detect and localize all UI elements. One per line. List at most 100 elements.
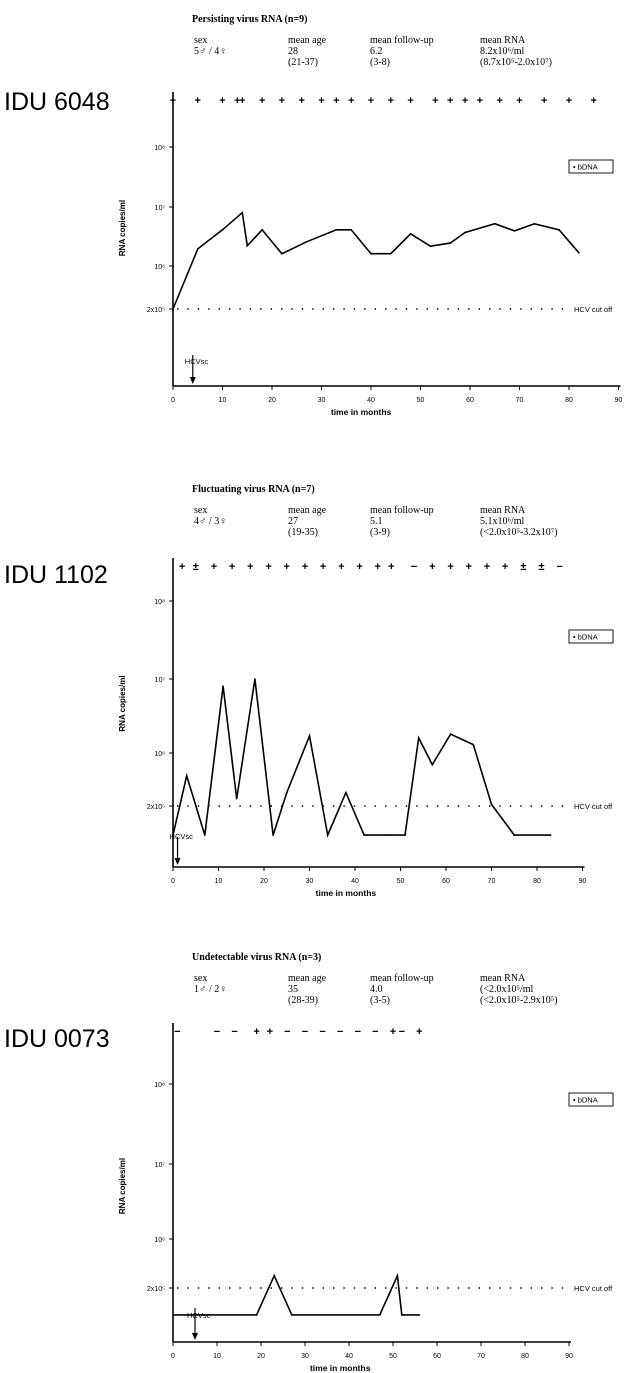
y-tick-label: 10⁸ (154, 1082, 165, 1089)
test-result-mark: + (170, 95, 176, 107)
stat-sex-header: sex (194, 505, 208, 516)
stat-age-value: 35 (288, 984, 298, 995)
data-point (490, 803, 493, 806)
data-point (308, 735, 311, 737)
panel-undetectable: Undetectable virus RNA (n=3) sex 1♂ / 2♀… (0, 942, 628, 1373)
y-tick-label: 2x10⁵ (147, 1286, 165, 1293)
y-tick-label: 10⁶ (154, 1237, 165, 1244)
data-point (241, 211, 244, 214)
data-point (472, 743, 475, 746)
y-tick-label: 10⁷ (155, 677, 166, 684)
test-result-mark: + (591, 95, 597, 107)
x-tick-label: 80 (565, 397, 573, 404)
x-tick-label: 90 (565, 1353, 573, 1360)
test-result-mark: + (462, 95, 468, 107)
data-point (235, 797, 238, 800)
x-tick-label: 40 (351, 878, 359, 885)
test-result-mark: + (320, 561, 326, 573)
x-tick-label: 70 (516, 397, 524, 404)
data-point (533, 222, 536, 225)
data-point (418, 1314, 421, 1316)
stat-rna-header: mean RNA (480, 973, 526, 984)
y-tick-label: 10⁸ (154, 145, 165, 152)
test-result-mark: + (179, 561, 185, 573)
test-result-mark: + (388, 561, 394, 573)
stat-rna-range: (<2.0x10⁵-2.9x10⁵) (480, 995, 558, 1006)
x-tick-label: 30 (318, 397, 326, 404)
test-result-mark: + (496, 95, 502, 107)
legend-label: • bDNA (573, 633, 598, 642)
test-result-mark: − (174, 1026, 180, 1038)
legend-box (568, 1092, 614, 1107)
test-result-mark: + (484, 561, 490, 573)
data-point (363, 834, 365, 836)
stat-rna-range: (<2.0x10⁵-3.2x10⁷) (480, 527, 558, 538)
x-axis-label: time in months (331, 407, 392, 417)
cutoff-label: HCV cut off (574, 802, 613, 811)
data-point (350, 229, 353, 231)
x-tick-label: 0 (171, 397, 175, 404)
panel-fluctuating: Fluctuating virus RNA (n=7) sex 4♂ / 3♀ … (0, 470, 628, 910)
data-point (431, 763, 434, 766)
y-tick-label: 2x10⁵ (147, 804, 165, 811)
stat-rna-value: (<2.0x10⁵/ml (480, 984, 534, 995)
data-point (386, 834, 388, 836)
panel-title: Persisting virus RNA (n=9) (192, 14, 308, 25)
test-result-mark: + (318, 95, 324, 107)
x-tick-label: 0 (171, 1353, 175, 1360)
data-point (549, 834, 552, 836)
data-point (401, 1314, 403, 1316)
legend-box (568, 629, 614, 644)
stat-age-value: 27 (288, 516, 298, 527)
x-tick-label: 80 (533, 878, 541, 885)
stat-rna-header: mean RNA (480, 35, 526, 46)
x-tick-label: 30 (306, 878, 314, 885)
stat-age-header: mean age (288, 35, 327, 46)
data-point (370, 252, 372, 255)
test-result-mark: − (302, 1026, 308, 1038)
y-axis-label: RNA copies/ml (118, 675, 127, 731)
x-tick-label: 60 (466, 397, 474, 404)
stat-sex-value: 5♂ / 4♀ (194, 46, 227, 57)
legend-box (568, 159, 614, 174)
series-line-bdna (172, 211, 580, 310)
stat-sex-header: sex (194, 973, 208, 984)
x-tick-label: 50 (417, 397, 425, 404)
data-point (417, 737, 420, 739)
data-point (185, 775, 188, 777)
data-point (396, 1274, 399, 1277)
x-tick-label: 70 (488, 878, 496, 885)
test-result-mark: − (214, 1026, 220, 1038)
data-point (246, 244, 249, 247)
stat-sex-value: 1♂ / 2♀ (194, 984, 227, 995)
y-tick-label: 10⁶ (154, 751, 165, 758)
x-tick-label: 10 (215, 878, 223, 885)
y-tick-label: 10⁷ (155, 1162, 166, 1169)
test-result-mark: ± (193, 561, 199, 573)
test-result-mark: + (333, 95, 339, 107)
stat-followup-value: 5.1 (370, 516, 383, 527)
test-result-mark: + (247, 561, 253, 573)
stat-followup-header: mean follow-up (370, 973, 434, 984)
x-tick-label: 40 (367, 397, 375, 404)
data-point (261, 229, 263, 231)
x-tick-label: 60 (433, 1353, 441, 1360)
stat-age-range: (21-37) (288, 57, 318, 68)
x-tick-label: 20 (268, 397, 276, 404)
stat-sex-value: 4♂ / 3♀ (194, 516, 227, 527)
test-result-mark: + (447, 95, 453, 107)
test-result-mark: − (372, 1026, 378, 1038)
data-point (196, 248, 199, 250)
test-result-mark: − (355, 1026, 361, 1038)
data-point (291, 1314, 293, 1316)
data-point (390, 252, 392, 255)
data-point (429, 245, 432, 247)
data-point (172, 308, 174, 310)
stat-age-value: 28 (288, 46, 298, 57)
data-point (254, 678, 256, 680)
test-result-mark: ± (539, 561, 545, 573)
test-result-mark: − (557, 561, 563, 573)
test-result-mark: + (239, 95, 245, 107)
seroconversion-arrowhead (192, 1333, 198, 1340)
test-result-mark: + (211, 561, 217, 573)
